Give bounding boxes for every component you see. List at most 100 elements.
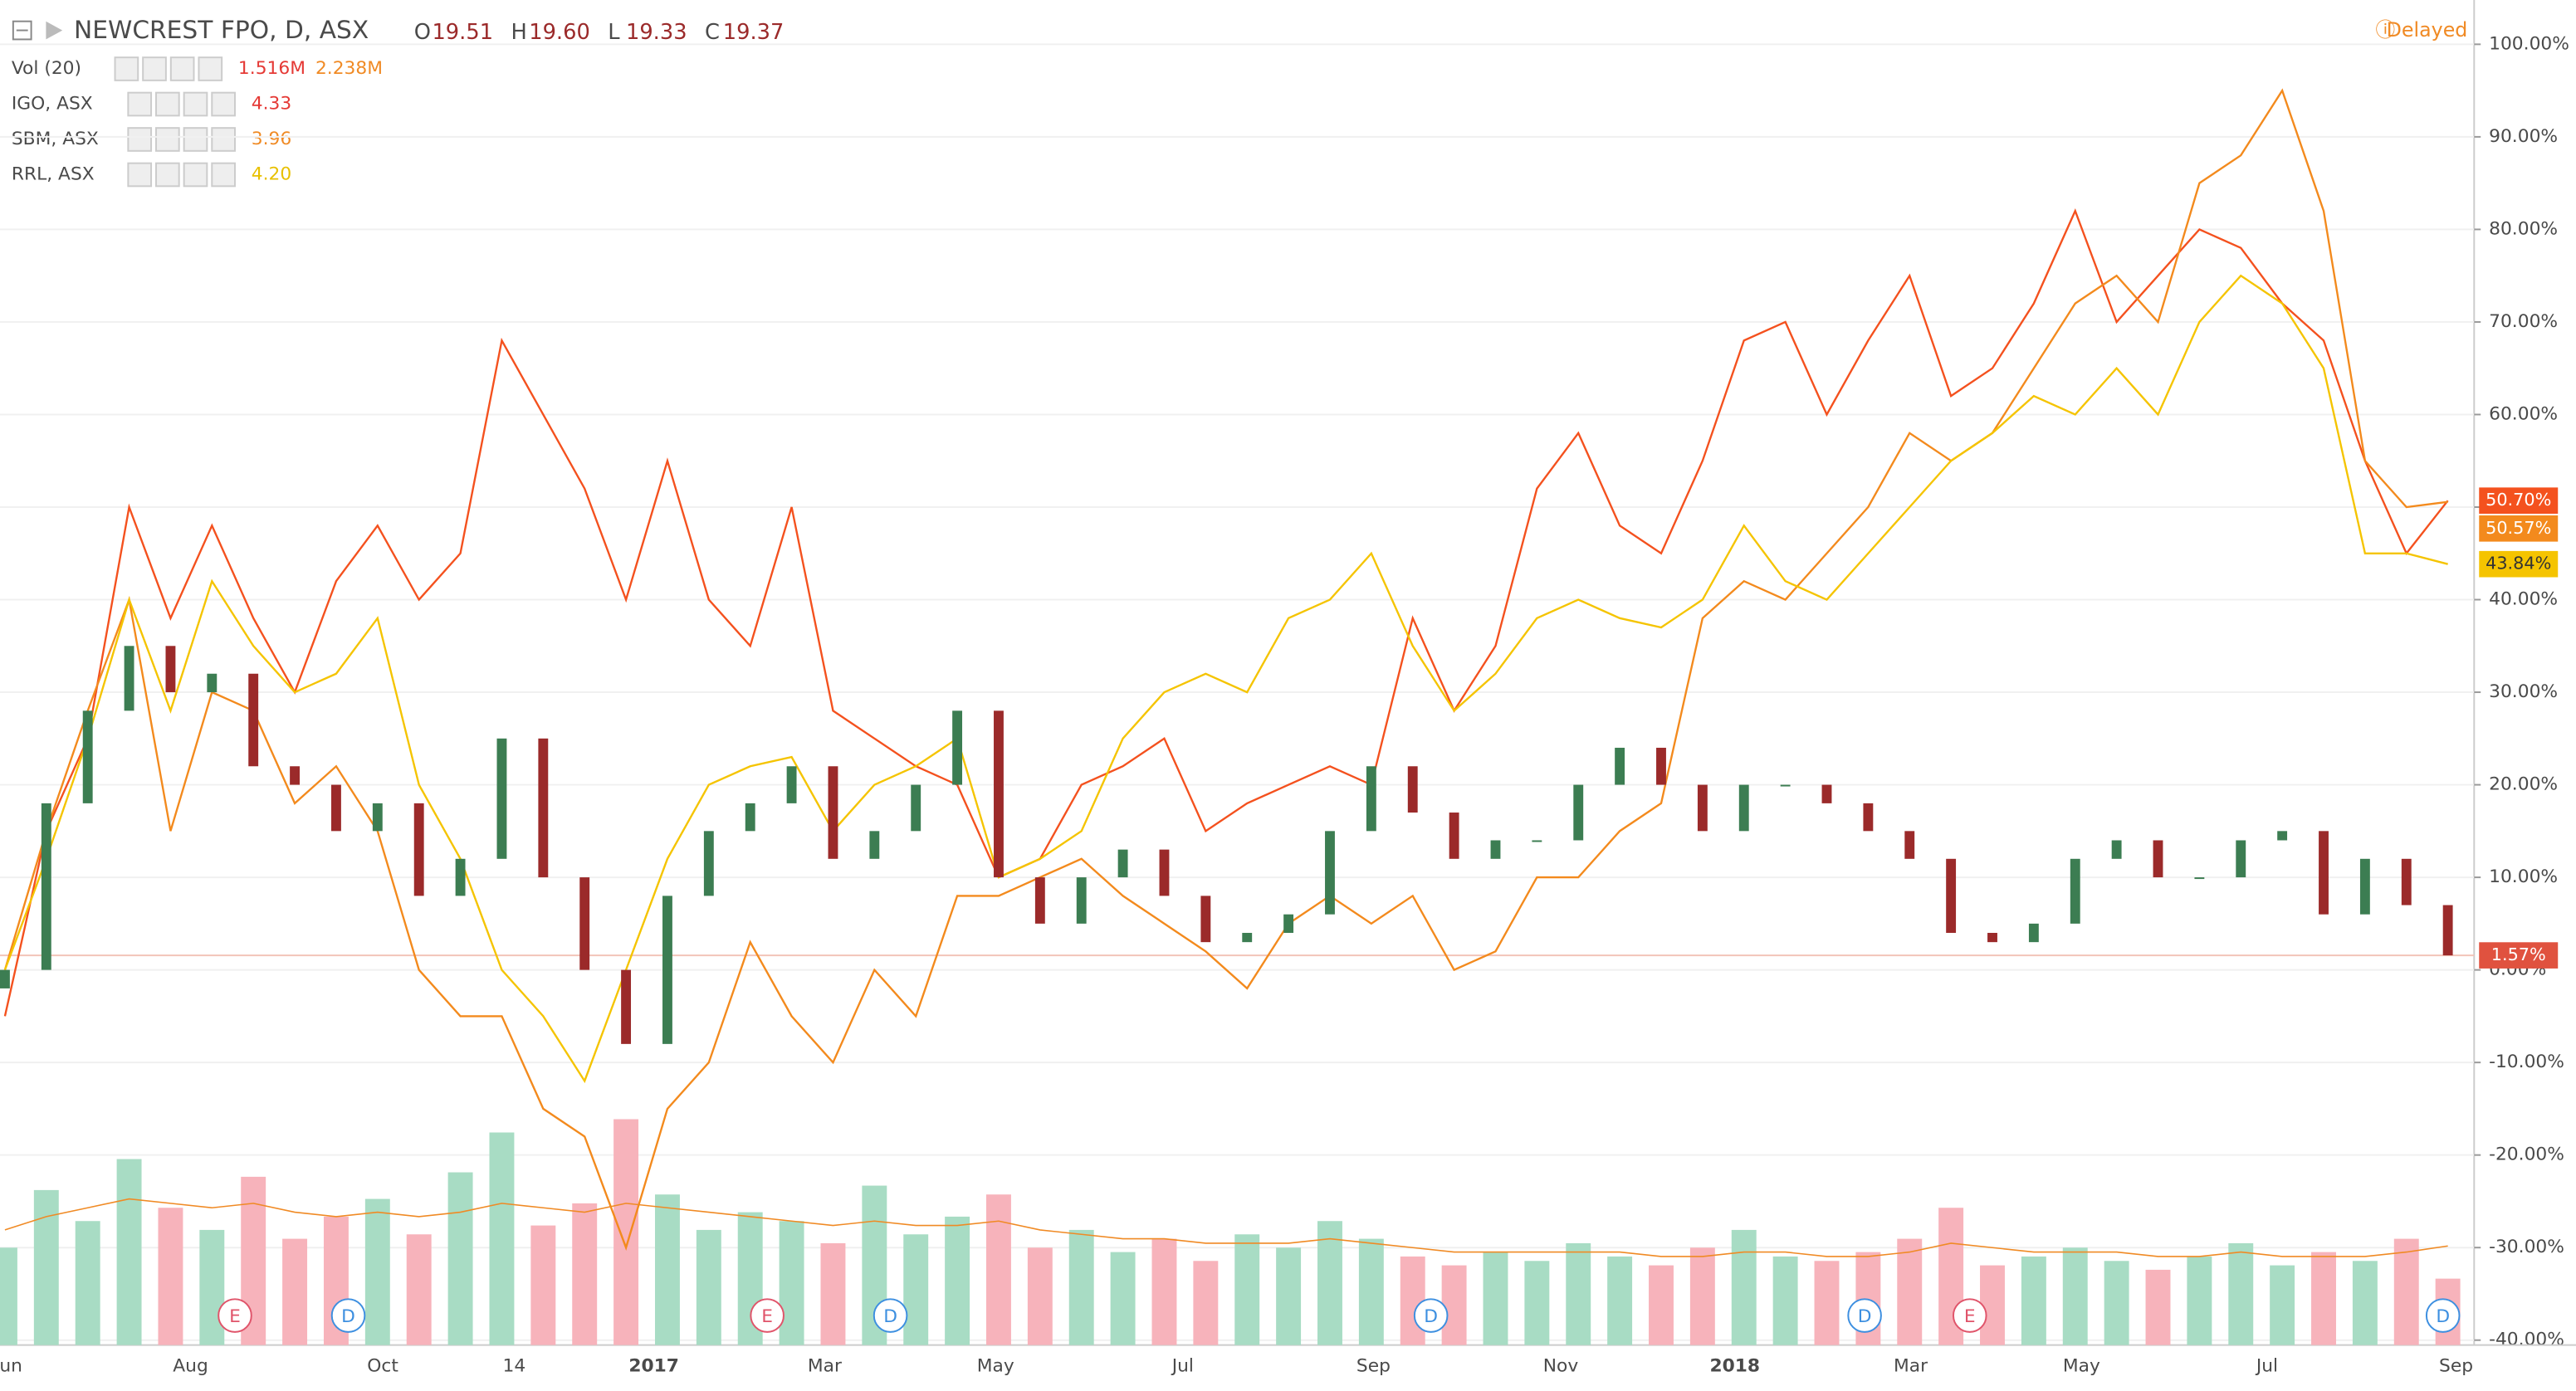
event-marker[interactable] — [218, 1298, 252, 1333]
legend-button[interactable] — [127, 162, 153, 188]
price-tag-label: 1.57% — [2491, 944, 2546, 964]
ohlc-label: C — [705, 20, 720, 45]
volume-bar — [2104, 1261, 2129, 1345]
volume-bar — [945, 1216, 970, 1345]
legend-button[interactable] — [155, 127, 180, 152]
legend-value: 4.20 — [252, 164, 291, 184]
event-label: D — [883, 1306, 897, 1327]
candle-body — [538, 738, 549, 878]
volume-bar — [447, 1172, 473, 1345]
legend-button[interactable] — [211, 127, 236, 152]
x-tick-label: 14 — [503, 1355, 526, 1376]
candle-body — [1946, 858, 1957, 934]
candle-body — [2153, 840, 2163, 878]
price-tag-label: 43.84% — [2486, 554, 2551, 573]
legend-button[interactable] — [142, 56, 167, 81]
candle-body — [1407, 766, 1418, 813]
volume-bar — [282, 1238, 308, 1345]
x-tick-label: May — [2063, 1355, 2100, 1376]
y-tick-label: 10.00% — [2489, 866, 2558, 887]
volume-bar — [2145, 1269, 2171, 1345]
event-marker[interactable] — [1847, 1298, 1882, 1333]
event-marker[interactable] — [2425, 1298, 2461, 1333]
candle-body — [1656, 747, 1666, 785]
event-label: D — [1858, 1306, 1872, 1327]
event-marker[interactable] — [1952, 1298, 1987, 1333]
candle-body — [745, 803, 755, 832]
legend-button[interactable] — [127, 91, 153, 117]
candle-body — [2236, 840, 2246, 878]
volume-bar — [1400, 1256, 1425, 1345]
legend-button[interactable] — [183, 162, 208, 188]
candle-body — [124, 646, 134, 711]
candle-body — [1159, 849, 1170, 896]
legend-button[interactable] — [155, 91, 180, 117]
y-tick-label: 40.00% — [2489, 589, 2558, 610]
x-tick-label: Jul — [1171, 1355, 1194, 1376]
legend-button[interactable] — [114, 56, 139, 81]
legend-button[interactable] — [155, 162, 180, 188]
legend-button[interactable] — [211, 162, 236, 188]
price-tag — [2479, 515, 2559, 542]
candle-body — [82, 710, 93, 803]
candle-body — [290, 766, 301, 785]
candle-body — [1325, 831, 1335, 915]
volume-bar — [1151, 1238, 1177, 1345]
candle-body — [496, 738, 507, 859]
y-tick-label: 30.00% — [2489, 681, 2558, 702]
candle-body — [952, 710, 963, 785]
y-tick-label: 90.00% — [2489, 126, 2558, 147]
legend-value: 1.516M — [238, 58, 306, 79]
volume-bar — [199, 1229, 225, 1345]
candle-body — [1987, 933, 1997, 943]
y-tick-label: -10.00% — [2489, 1052, 2564, 1072]
legend-button[interactable] — [183, 127, 208, 152]
event-marker[interactable] — [330, 1298, 366, 1333]
x-tick-label: Oct — [367, 1355, 398, 1376]
symbol-icon — [46, 21, 63, 40]
event-marker[interactable] — [750, 1298, 785, 1333]
candle-body — [1532, 840, 1542, 842]
delayed-icon[interactable]: ⓘ — [2376, 18, 2396, 41]
x-tick-label: Sep — [1356, 1355, 1391, 1376]
x-tick-label: Aug — [173, 1355, 208, 1376]
legend-button[interactable] — [169, 56, 195, 81]
event-marker[interactable] — [1413, 1298, 1449, 1333]
candle-body — [869, 831, 880, 859]
candle-body — [2442, 905, 2453, 956]
volume-bar — [2062, 1247, 2088, 1345]
candle-body — [1200, 896, 1211, 943]
volume-bar — [1772, 1256, 1798, 1345]
volume-bar — [1068, 1229, 1094, 1345]
candle-body — [1366, 766, 1376, 832]
legend-button[interactable] — [127, 127, 153, 152]
x-tick-label: Jun — [0, 1355, 22, 1376]
volume-bar — [654, 1194, 680, 1345]
volume-bar — [1897, 1238, 1923, 1345]
y-tick-label: 60.00% — [2489, 403, 2558, 424]
candle-body — [579, 877, 590, 970]
price-tag — [2479, 487, 2559, 514]
y-tick-label: 100.00% — [2489, 33, 2569, 54]
event-label: E — [229, 1306, 241, 1327]
candle-body — [2401, 858, 2412, 905]
y-tick-label: -30.00% — [2489, 1237, 2564, 1257]
candle-body — [0, 969, 10, 988]
collapse-button[interactable] — [12, 20, 32, 41]
volume-bar — [779, 1221, 804, 1345]
x-tick-label: Mar — [1894, 1355, 1928, 1376]
legend-button[interactable] — [183, 91, 208, 117]
candle-body — [248, 673, 259, 767]
event-label: E — [1964, 1306, 1976, 1327]
legend-button[interactable] — [211, 91, 236, 117]
candle-body — [1821, 784, 1832, 803]
legend-button[interactable] — [198, 56, 223, 81]
event-label: D — [341, 1306, 355, 1327]
event-marker[interactable] — [873, 1298, 908, 1333]
candle-body — [455, 858, 466, 896]
event-label: E — [761, 1306, 773, 1327]
candle-body — [911, 784, 921, 832]
candle-body — [2070, 858, 2080, 924]
volume-bar — [2352, 1261, 2378, 1345]
